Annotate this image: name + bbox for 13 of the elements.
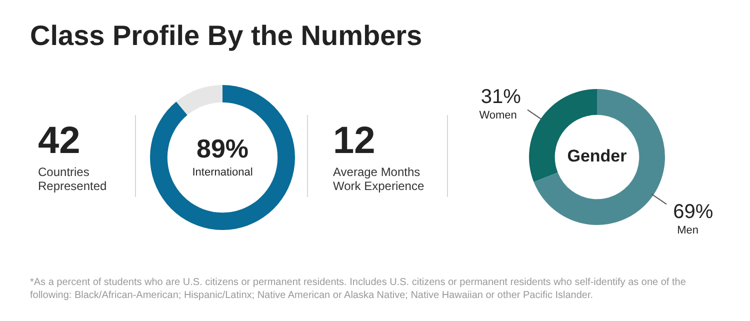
- text: Countries Represented: [38, 165, 108, 194]
- text: Average Months Work Experience: [333, 165, 426, 194]
- text: Class Profile By the Numbers: [30, 20, 422, 52]
- data-label: 89%: [196, 134, 249, 164]
- text: *As a percent of students who are U.S. citizens or permanent residents. Includes U.S. citizens or permanent residents who self-identify as one of the following: Black/African-American; Hispanic/Latinx; Native American or Alaska Native; Native Hawaiian or other Pacific Islander.: [30, 276, 687, 302]
- slice-label: Women: [479, 109, 517, 122]
- text: 42: [38, 120, 80, 163]
- data-label: 31%: [480, 86, 522, 108]
- data-label: 69%: [673, 201, 714, 224]
- slice-label: Men: [677, 224, 698, 237]
- text: Gender: [567, 146, 628, 166]
- slice-label: International: [192, 166, 253, 179]
- text: 12: [333, 120, 376, 163]
